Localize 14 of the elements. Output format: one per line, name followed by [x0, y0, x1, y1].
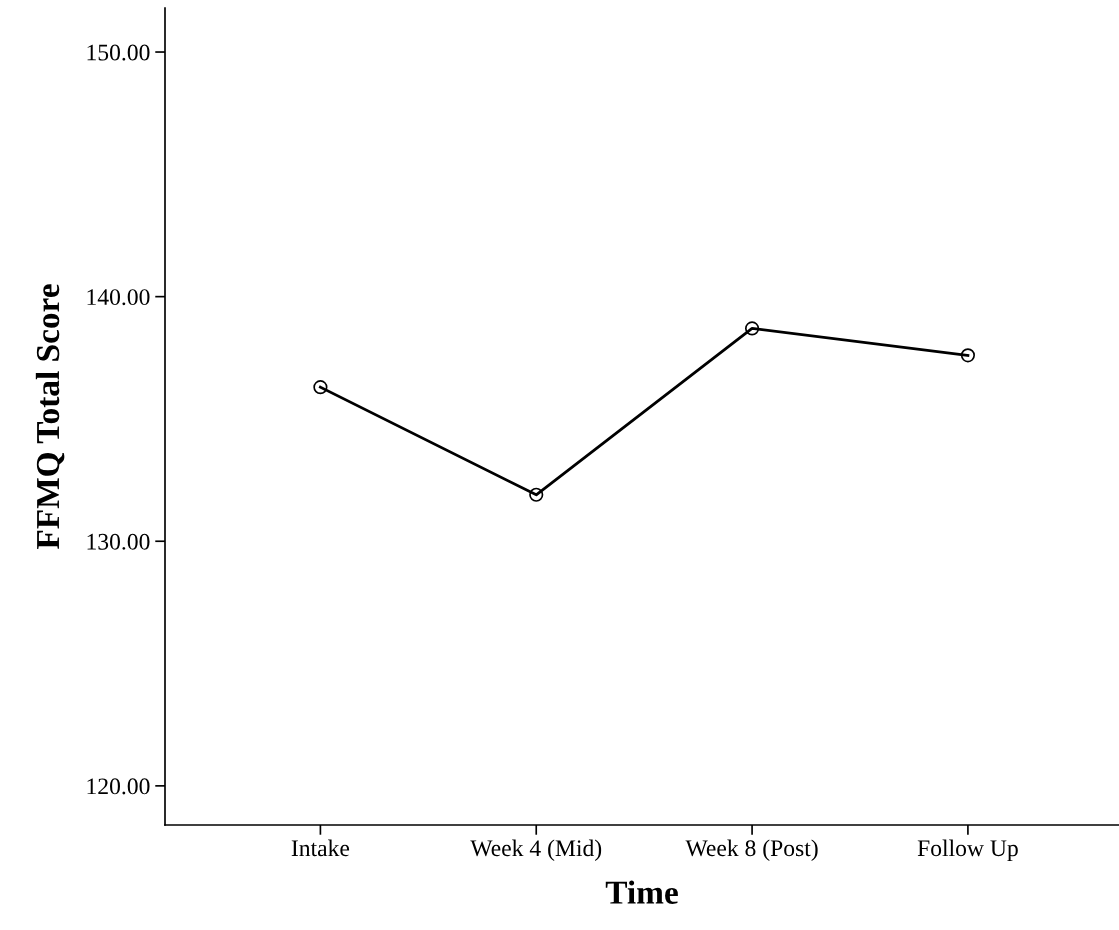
point — [744, 321, 760, 336]
y-tick-label: 130.00 — [87, 533, 150, 550]
x-tick-label: Follow Up — [917, 839, 1018, 861]
point — [960, 348, 975, 363]
y-tick-label: 150.00 — [87, 44, 150, 61]
x-tick-label: Intake — [291, 839, 350, 857]
x-axis-title: Time — [605, 880, 678, 904]
point — [529, 487, 544, 502]
y-axis-title: FFMQ Total Score — [35, 284, 65, 549]
point — [313, 380, 328, 395]
y-tick-label: 120.00 — [87, 778, 150, 795]
x-tick-label: Week 4 (Mid) — [470, 839, 602, 861]
y-tick-label: 140.00 — [87, 289, 150, 306]
x-tick-label: Week 8 (Post) — [685, 839, 818, 861]
